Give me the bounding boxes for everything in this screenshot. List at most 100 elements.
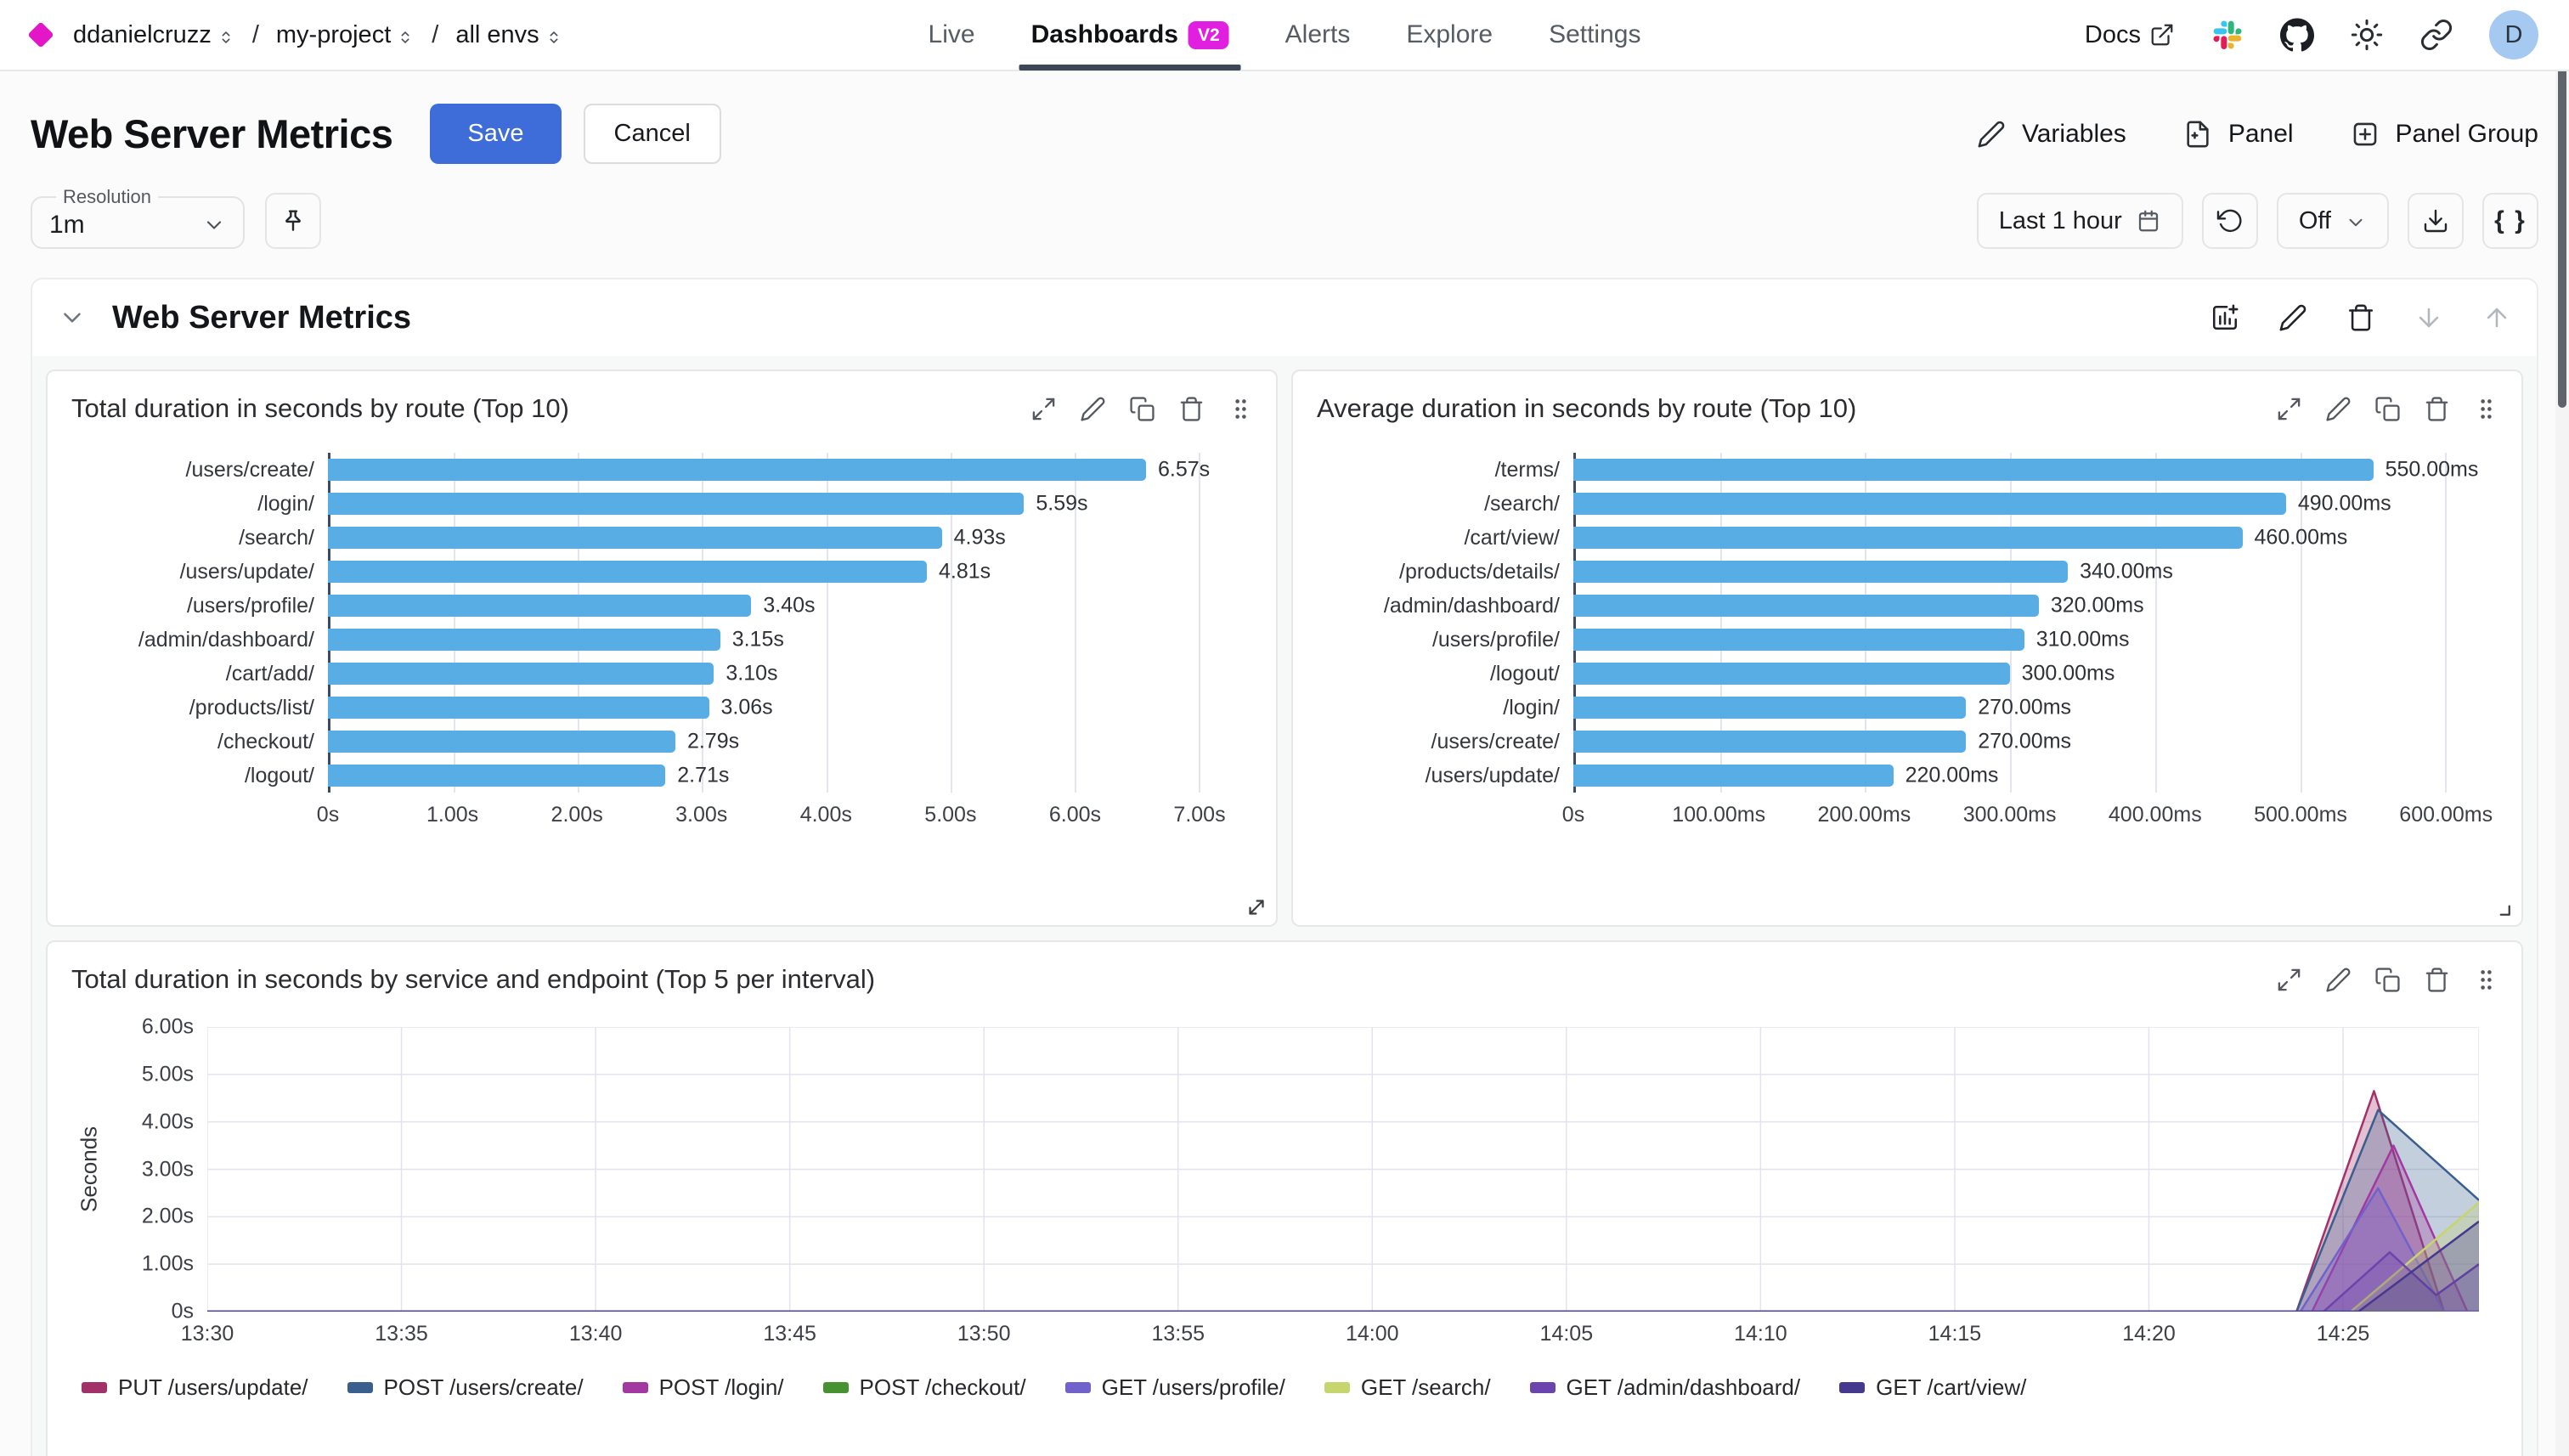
theme-toggle-sun-icon[interactable] bbox=[2350, 18, 2384, 52]
download-button[interactable] bbox=[2408, 193, 2464, 249]
legend-item[interactable]: GET /users/profile/ bbox=[1064, 1374, 1285, 1401]
app-logo-icon[interactable] bbox=[27, 21, 54, 48]
delete-icon[interactable] bbox=[2346, 303, 2375, 332]
value-label: 3.40s bbox=[763, 593, 816, 618]
y-tick-label: 0s bbox=[171, 1299, 194, 1323]
drag-handle-icon[interactable] bbox=[2473, 967, 2499, 993]
time-range-picker[interactable]: Last 1 hour bbox=[1976, 193, 2183, 249]
expand-icon[interactable] bbox=[1030, 396, 1057, 422]
collapse-chevron-icon[interactable] bbox=[58, 303, 87, 332]
move-up-icon[interactable] bbox=[2482, 303, 2511, 332]
breadcrumb-project-owner[interactable]: ddanielcruzz bbox=[73, 21, 235, 49]
move-down-icon[interactable] bbox=[2414, 303, 2443, 332]
category-label: /login/ bbox=[1503, 695, 1560, 720]
value-label: 300.00ms bbox=[2021, 661, 2115, 686]
bar-row: /products/list/3.06s bbox=[65, 691, 1237, 725]
y-tick-label: 4.00s bbox=[141, 1109, 194, 1134]
tab-settings[interactable]: Settings bbox=[1549, 20, 1641, 48]
copy-icon[interactable] bbox=[2374, 396, 2401, 422]
panel-title: Total duration in seconds by service and… bbox=[71, 964, 876, 994]
refresh-button[interactable] bbox=[2201, 193, 2258, 249]
bar bbox=[1573, 629, 2024, 651]
bar bbox=[328, 663, 714, 685]
chart-gridlines bbox=[328, 453, 1237, 793]
resolution-label: Resolution bbox=[63, 186, 151, 207]
tab-alerts[interactable]: Alerts bbox=[1284, 20, 1351, 48]
user-avatar[interactable]: D bbox=[2489, 10, 2538, 59]
breadcrumb: ddanielcruzz / my-project / all envs bbox=[27, 20, 563, 49]
drag-handle-icon[interactable] bbox=[2473, 396, 2499, 422]
file-plus-icon bbox=[2181, 117, 2215, 151]
resolution-select[interactable]: Resolution 1m bbox=[31, 186, 245, 249]
value-label: 2.79s bbox=[686, 729, 740, 753]
edit-icon[interactable] bbox=[2325, 396, 2352, 422]
legend-item[interactable]: POST /login/ bbox=[622, 1374, 784, 1401]
tab-explore[interactable]: Explore bbox=[1406, 20, 1493, 48]
breadcrumb-separator: / bbox=[432, 20, 439, 48]
edit-icon[interactable] bbox=[2325, 967, 2352, 993]
category-label: /logout/ bbox=[1489, 661, 1560, 686]
github-icon[interactable] bbox=[2280, 18, 2314, 52]
resize-handle-icon[interactable] bbox=[1244, 894, 1269, 920]
delete-icon[interactable] bbox=[2424, 396, 2450, 422]
add-chart-icon[interactable] bbox=[2210, 303, 2239, 332]
bar bbox=[328, 595, 752, 617]
category-label: /users/profile/ bbox=[1431, 627, 1560, 652]
edit-icon[interactable] bbox=[2278, 303, 2307, 332]
legend-item[interactable]: PUT /users/update/ bbox=[82, 1374, 308, 1401]
delete-icon[interactable] bbox=[2424, 967, 2450, 993]
panel-total-duration-by-route: Total duration in seconds by route (Top … bbox=[46, 370, 1278, 927]
json-view-button[interactable]: { } bbox=[2482, 193, 2538, 249]
share-link-icon[interactable] bbox=[2419, 18, 2453, 52]
expand-icon[interactable] bbox=[2276, 396, 2302, 422]
cancel-button[interactable]: Cancel bbox=[583, 104, 721, 164]
copy-icon[interactable] bbox=[1129, 396, 1155, 422]
category-label: /admin/dashboard/ bbox=[1383, 593, 1560, 618]
bar-row: /admin/dashboard/3.15s bbox=[65, 623, 1237, 657]
scrollbar-thumb[interactable] bbox=[2558, 24, 2566, 408]
expand-icon[interactable] bbox=[2276, 967, 2302, 993]
copy-icon[interactable] bbox=[2374, 967, 2401, 993]
bar-row: /logout/300.00ms bbox=[1310, 657, 2482, 691]
resize-handle-icon[interactable] bbox=[2489, 894, 2515, 920]
y-tick-label: 3.00s bbox=[141, 1157, 194, 1181]
legend-item[interactable]: POST /checkout/ bbox=[822, 1374, 1026, 1401]
dashboard-title-row: Web Server Metrics Save Cancel Variables… bbox=[31, 104, 2538, 164]
x-tick-label: 100.00ms bbox=[1672, 803, 1766, 827]
bar bbox=[1573, 731, 1967, 753]
x-tick-label: 13:30 bbox=[180, 1322, 234, 1346]
breadcrumb-environment[interactable]: all envs bbox=[455, 21, 562, 49]
add-panel-group-button[interactable]: Panel Group bbox=[2348, 117, 2538, 151]
tab-live[interactable]: Live bbox=[928, 20, 975, 48]
slack-icon[interactable] bbox=[2210, 18, 2244, 52]
x-tick-label: 7.00s bbox=[1173, 803, 1226, 827]
auto-refresh-select[interactable]: Off bbox=[2276, 193, 2389, 249]
page-scrollbar[interactable] bbox=[2555, 0, 2569, 1456]
legend-item[interactable]: GET /search/ bbox=[1324, 1374, 1491, 1401]
docs-link[interactable]: Docs bbox=[2085, 21, 2175, 49]
pin-resolution-button[interactable] bbox=[265, 193, 321, 249]
time-controls: Last 1 hour Off { } bbox=[1976, 193, 2538, 249]
edit-icon[interactable] bbox=[1080, 396, 1106, 422]
bar bbox=[1573, 527, 2243, 549]
pin-icon bbox=[279, 207, 307, 234]
value-label: 3.10s bbox=[726, 661, 778, 686]
bar bbox=[328, 629, 720, 651]
refresh-icon bbox=[2216, 207, 2244, 234]
bar bbox=[1573, 595, 2039, 617]
value-label: 2.71s bbox=[677, 763, 730, 787]
drag-handle-icon[interactable] bbox=[1228, 396, 1254, 422]
variables-button[interactable]: Variables bbox=[1974, 117, 2126, 151]
legend-item[interactable]: GET /cart/view/ bbox=[1839, 1374, 2026, 1401]
category-label: /users/create/ bbox=[1431, 729, 1560, 753]
breadcrumb-project[interactable]: my-project bbox=[276, 21, 415, 49]
add-panel-button[interactable]: Panel bbox=[2181, 117, 2294, 151]
delete-icon[interactable] bbox=[1178, 396, 1205, 422]
panel-header: Total duration in seconds by service and… bbox=[48, 942, 2521, 1002]
x-tick-label: 400.00ms bbox=[2108, 803, 2202, 827]
tab-dashboards[interactable]: Dashboards V2 bbox=[1019, 0, 1241, 71]
legend-item[interactable]: POST /users/create/ bbox=[347, 1374, 584, 1401]
value-label: 6.57s bbox=[1158, 457, 1211, 482]
legend-item[interactable]: GET /admin/dashboard/ bbox=[1529, 1374, 1800, 1401]
save-button[interactable]: Save bbox=[430, 104, 562, 164]
